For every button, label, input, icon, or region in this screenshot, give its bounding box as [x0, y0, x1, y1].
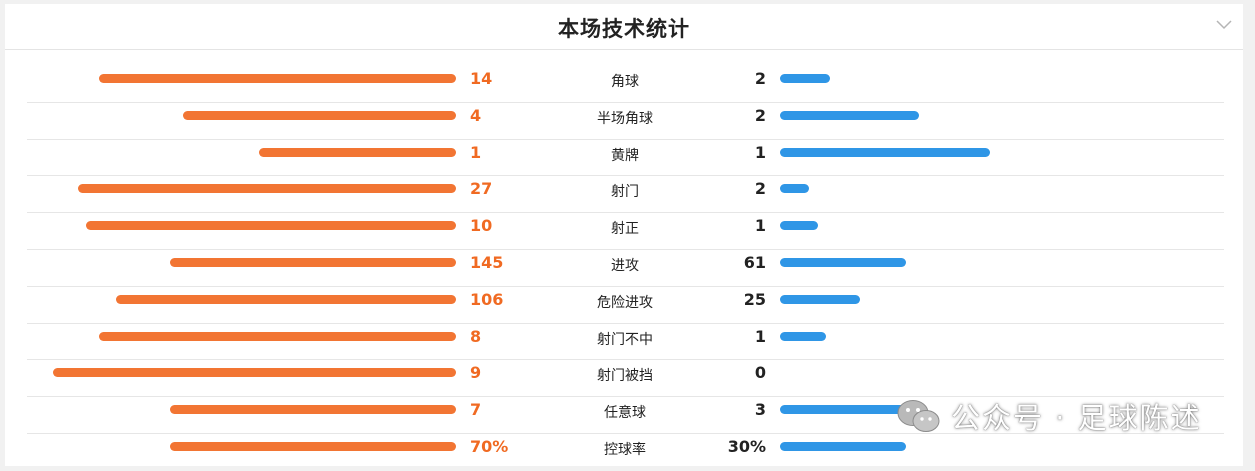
row-divider: [27, 138, 1224, 140]
away-bar: [780, 441, 906, 451]
away-value: 3: [754, 400, 766, 420]
row-divider: [27, 212, 1224, 214]
home-value: 70%: [470, 436, 509, 456]
row-divider: [27, 432, 1224, 434]
stat-label: 射门: [611, 184, 639, 201]
stat-row: 8 射门不中 1: [5, 324, 1243, 361]
away-bar: [780, 184, 809, 194]
stat-label: 进攻: [611, 257, 639, 274]
row-divider: [27, 285, 1224, 287]
stats-panel: 本场技术统计 14 角球 2 4 半场角球 2 1 黄牌 1 27 射门 2 10 射正 1 145 进攻 61 1…: [5, 4, 1243, 466]
away-value: 2: [754, 69, 766, 88]
stat-label: 角球: [611, 74, 639, 90]
home-bar: [53, 368, 456, 378]
stat-label: 黄牌: [611, 147, 639, 164]
home-value: 1: [470, 142, 482, 162]
row-divider: [27, 359, 1224, 361]
stat-row: 4 半场角球 2: [5, 103, 1243, 140]
home-value: 106: [470, 289, 504, 309]
stat-row: 14 角球 2: [5, 66, 1243, 103]
away-bar: [780, 257, 906, 267]
wechat-icon: [897, 400, 940, 432]
home-value: 145: [470, 252, 504, 272]
home-bar: [170, 441, 456, 451]
home-bar: [259, 147, 456, 157]
home-bar: [183, 110, 456, 120]
chevron-down-icon[interactable]: [1215, 18, 1233, 30]
stat-row: 106 危险进攻 25: [5, 287, 1243, 324]
home-bar: [99, 331, 456, 341]
home-value: 7: [470, 400, 482, 420]
row-divider: [27, 248, 1224, 250]
home-value: 27: [470, 179, 493, 199]
away-bar: [780, 221, 818, 231]
stat-label: 射门不中: [597, 331, 653, 348]
stat-row: 10 射正 1: [5, 213, 1243, 250]
stat-label: 半场角球: [597, 110, 653, 127]
row-divider: [27, 101, 1224, 103]
away-value: 1: [754, 216, 766, 236]
away-value: 1: [754, 326, 766, 346]
home-bar: [170, 257, 456, 267]
away-value: 61: [743, 252, 766, 272]
stat-row: 1 黄牌 1: [5, 140, 1243, 177]
home-value: 14: [470, 69, 493, 88]
stat-label: 任意球: [604, 405, 646, 422]
away-bar: [780, 294, 860, 304]
home-value: 9: [470, 363, 482, 383]
away-bar: [780, 405, 906, 415]
home-bar: [86, 221, 456, 231]
stats-table: 14 角球 2 4 半场角球 2 1 黄牌 1 27 射门 2 10 射正 1 145 进攻 61 106 危险进攻 2…: [5, 66, 1243, 471]
away-value: 2: [754, 179, 766, 199]
stat-row: 145 进攻 61: [5, 250, 1243, 287]
away-value: 2: [754, 105, 766, 125]
home-value: 4: [470, 105, 482, 125]
home-bar: [170, 405, 456, 415]
stat-row: 27 射门 2: [5, 176, 1243, 214]
watermark-text: 公众号 · 足球陈述: [951, 401, 1202, 435]
row-divider: [27, 322, 1224, 324]
home-value: 8: [470, 326, 482, 346]
away-value: 30%: [727, 436, 766, 456]
stat-label: 控球率: [604, 441, 646, 458]
away-bar: [780, 331, 826, 341]
watermark: 公众号 · 足球陈述: [895, 396, 1202, 436]
stat-row: 70% 控球率 30%: [5, 434, 1243, 471]
stat-label: 射正: [611, 221, 639, 238]
home-value: 10: [470, 216, 493, 236]
stat-row: 9 射门被挡 0: [5, 360, 1243, 398]
home-bar: [78, 184, 456, 194]
away-value: 25: [743, 289, 766, 309]
stat-row: 7 任意球 3: [5, 397, 1243, 434]
home-bar: [99, 74, 456, 83]
away-value: 0: [754, 363, 766, 383]
page-title: 本场技术统计: [558, 17, 690, 41]
row-divider: [27, 175, 1224, 177]
stat-label: 射门被挡: [597, 368, 653, 385]
panel-header: 本场技术统计: [5, 4, 1243, 50]
away-value: 1: [754, 142, 766, 162]
away-bar: [780, 74, 830, 83]
home-bar: [116, 294, 456, 304]
away-bar: [780, 147, 990, 157]
row-divider: [27, 396, 1224, 398]
stat-label: 危险进攻: [597, 294, 653, 311]
away-bar: [780, 110, 919, 120]
